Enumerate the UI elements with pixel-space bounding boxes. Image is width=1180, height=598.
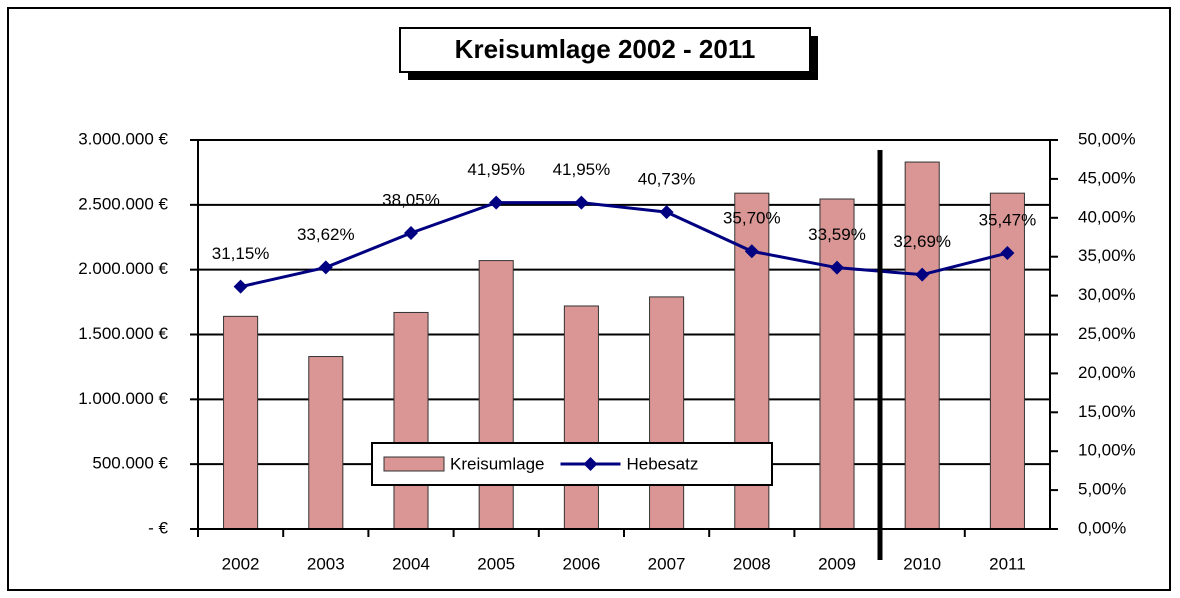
bar xyxy=(478,260,514,530)
data-label: 38,05% xyxy=(382,190,440,209)
line-marker xyxy=(915,267,930,282)
bar xyxy=(989,192,1025,530)
y-tick-label: 1.000.000 € xyxy=(78,389,168,408)
data-label: 33,59% xyxy=(808,225,866,244)
y2-tick-label: 40,00% xyxy=(1078,207,1136,226)
legend-swatch-marker xyxy=(583,457,598,471)
x-tick-label: 2005 xyxy=(477,554,515,573)
line-marker xyxy=(233,279,248,294)
x-tick-label: 2002 xyxy=(222,554,260,573)
x-tick-label: 2011 xyxy=(989,554,1026,573)
y-tick-label: 2.500.000 € xyxy=(78,194,168,213)
chart-title: Kreisumlage 2002 - 2011 xyxy=(455,34,756,64)
x-tick-label: 2009 xyxy=(818,554,856,573)
bar xyxy=(563,305,599,530)
bar xyxy=(308,356,344,530)
y2-tick-label: 5,00% xyxy=(1078,480,1126,499)
y2-tick-label: 15,00% xyxy=(1078,402,1136,421)
line-marker xyxy=(489,195,504,210)
bar xyxy=(393,311,429,530)
y-tick-label: 500.000 € xyxy=(92,454,168,473)
y-tick-label: 2.000.000 € xyxy=(78,259,168,278)
data-label: 40,73% xyxy=(638,170,696,189)
y2-tick-label: 10,00% xyxy=(1078,441,1136,460)
y2-tick-label: 45,00% xyxy=(1078,168,1136,187)
bar xyxy=(904,161,940,530)
legend-swatch xyxy=(383,456,445,472)
y2-tick-label: 20,00% xyxy=(1078,363,1136,382)
y2-tick-label: 35,00% xyxy=(1078,246,1136,265)
x-tick-label: 2004 xyxy=(392,554,430,573)
line-marker xyxy=(659,205,674,220)
x-tick-label: 2006 xyxy=(562,554,600,573)
data-label: 35,47% xyxy=(979,211,1037,230)
title-box xyxy=(399,27,811,73)
legend-label: Kreisumlage xyxy=(450,454,545,473)
line-marker xyxy=(830,260,844,275)
data-label: 41,95% xyxy=(467,160,525,179)
line-marker xyxy=(744,244,759,259)
y-tick-label: - € xyxy=(148,518,168,537)
x-tick-label: 2008 xyxy=(733,554,771,573)
line-marker xyxy=(1000,246,1015,261)
legend-label: Hebesatz xyxy=(627,454,699,473)
bar xyxy=(819,198,855,530)
data-label: 35,70% xyxy=(723,209,781,228)
y2-tick-label: 0,00% xyxy=(1078,518,1126,537)
y-tick-label: 3.000.000 € xyxy=(78,129,168,148)
data-label: 31,15% xyxy=(212,244,270,263)
data-label: 32,69% xyxy=(893,232,951,251)
line-marker xyxy=(404,225,418,240)
bar xyxy=(223,315,259,530)
line-marker xyxy=(574,195,589,210)
y-tick-label: 1.500.000 € xyxy=(78,324,168,343)
data-label: 41,95% xyxy=(553,160,611,179)
bar xyxy=(649,296,685,530)
y2-tick-label: 30,00% xyxy=(1078,285,1136,304)
x-tick-label: 2003 xyxy=(307,554,345,573)
y2-tick-label: 25,00% xyxy=(1078,324,1136,343)
data-label: 33,62% xyxy=(297,225,355,244)
line-marker xyxy=(318,260,333,275)
y2-tick-label: 50,00% xyxy=(1078,129,1136,148)
x-tick-label: 2007 xyxy=(648,554,686,573)
x-tick-label: 2010 xyxy=(903,554,941,573)
